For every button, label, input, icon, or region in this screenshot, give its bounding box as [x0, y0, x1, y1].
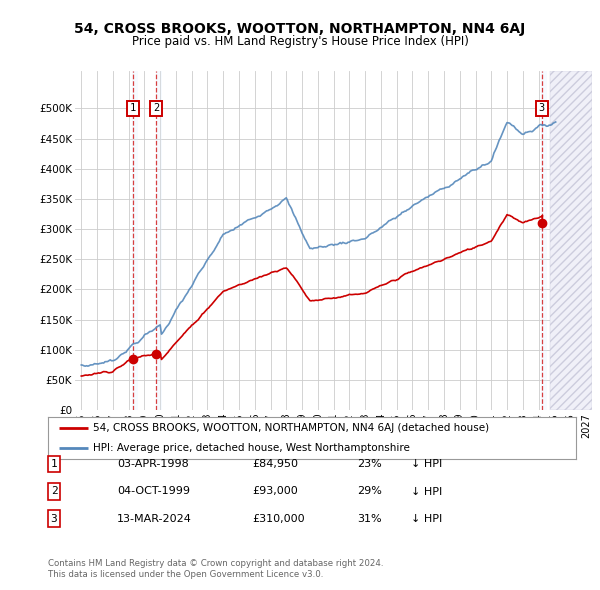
- Text: 54, CROSS BROOKS, WOOTTON, NORTHAMPTON, NN4 6AJ: 54, CROSS BROOKS, WOOTTON, NORTHAMPTON, …: [74, 22, 526, 36]
- Text: 1: 1: [50, 460, 58, 469]
- Text: 3: 3: [50, 514, 58, 523]
- Text: 2: 2: [153, 103, 160, 113]
- Bar: [156, 71, 162, 410]
- Text: HPI: Average price, detached house, West Northamptonshire: HPI: Average price, detached house, West…: [93, 442, 410, 453]
- Text: 04-OCT-1999: 04-OCT-1999: [117, 487, 190, 496]
- Text: £93,000: £93,000: [252, 487, 298, 496]
- Text: £84,950: £84,950: [252, 460, 298, 469]
- Text: 31%: 31%: [357, 514, 382, 523]
- Text: 03-APR-1998: 03-APR-1998: [117, 460, 189, 469]
- Text: Contains HM Land Registry data © Crown copyright and database right 2024.: Contains HM Land Registry data © Crown c…: [48, 559, 383, 568]
- Text: 29%: 29%: [357, 487, 382, 496]
- Bar: [541, 71, 547, 410]
- Text: 23%: 23%: [357, 460, 382, 469]
- Text: £310,000: £310,000: [252, 514, 305, 523]
- Bar: [550, 71, 592, 410]
- Bar: [132, 71, 138, 410]
- Text: 2: 2: [50, 487, 58, 496]
- Text: 3: 3: [539, 103, 545, 113]
- Text: ↓ HPI: ↓ HPI: [411, 514, 442, 523]
- Text: Price paid vs. HM Land Registry's House Price Index (HPI): Price paid vs. HM Land Registry's House …: [131, 35, 469, 48]
- Text: This data is licensed under the Open Government Licence v3.0.: This data is licensed under the Open Gov…: [48, 571, 323, 579]
- Text: 1: 1: [130, 103, 136, 113]
- Text: ↓ HPI: ↓ HPI: [411, 487, 442, 496]
- Text: 54, CROSS BROOKS, WOOTTON, NORTHAMPTON, NN4 6AJ (detached house): 54, CROSS BROOKS, WOOTTON, NORTHAMPTON, …: [93, 423, 489, 433]
- Text: 13-MAR-2024: 13-MAR-2024: [117, 514, 192, 523]
- Text: ↓ HPI: ↓ HPI: [411, 460, 442, 469]
